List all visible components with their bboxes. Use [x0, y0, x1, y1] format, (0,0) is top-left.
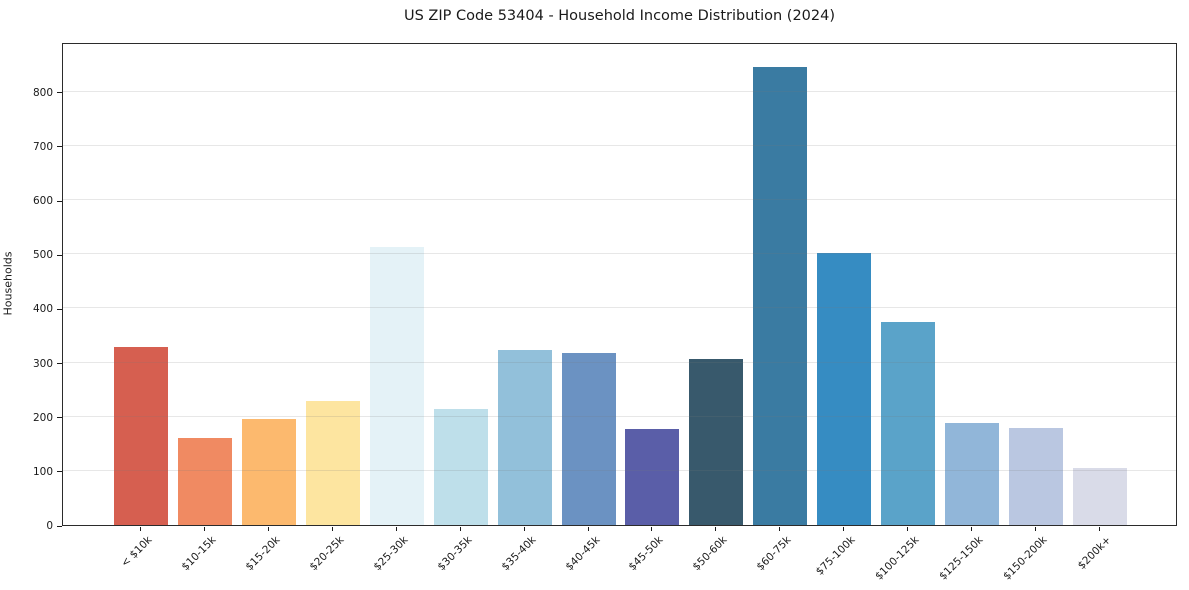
bar-$10-15k: [177, 437, 232, 525]
x-tick-mark-8: [651, 527, 653, 531]
x-tick-mark-4: [395, 527, 397, 531]
y-tick-mark-100: [57, 471, 62, 473]
y-tick-label-600: 600: [32, 195, 53, 208]
x-tick-mark-14: [1035, 527, 1037, 531]
x-tick-mark-6: [523, 527, 525, 531]
bar-$50-60k: [689, 359, 744, 525]
bar-$125-150k: [945, 423, 1000, 525]
x-tick-mark-2: [267, 527, 269, 531]
gridline-y-600: [63, 199, 1176, 201]
y-tick-mark-600: [57, 200, 62, 202]
bar-$45-50k: [625, 428, 680, 525]
y-tick-mark-400: [57, 308, 62, 310]
y-axis-label: Households: [1, 251, 15, 316]
x-tick-mark-3: [331, 527, 333, 531]
y-tick-label-700: 700: [32, 140, 53, 153]
x-tick-label-0: < $10k: [118, 534, 155, 570]
y-tick-label-500: 500: [32, 249, 53, 262]
x-tick-mark-11: [843, 527, 845, 531]
gridline-y-500: [63, 253, 1176, 255]
y-tick-mark-800: [57, 92, 62, 94]
bar-$30-35k: [433, 409, 488, 525]
x-tick-mark-10: [779, 527, 781, 531]
y-tick-label-200: 200: [32, 411, 53, 424]
y-tick-label-400: 400: [32, 303, 53, 316]
y-tick-label-100: 100: [32, 465, 53, 478]
bar-$20-25k: [305, 401, 360, 525]
gridline-y-300: [63, 361, 1176, 363]
x-tick-mark-15: [1099, 527, 1101, 531]
y-tick-mark-700: [57, 146, 62, 148]
bar-$15-20k: [241, 418, 296, 525]
y-tick-label-0: 0: [46, 520, 53, 532]
gridline-y-100: [63, 469, 1176, 471]
bar-< $10k: [113, 347, 168, 525]
bar-$60-75k: [753, 66, 808, 525]
chart-title: US ZIP Code 53404 - Household Income Dis…: [403, 8, 836, 24]
x-tick-mark-5: [459, 527, 461, 531]
bar-$25-30k: [369, 247, 424, 525]
y-tick-mark-300: [57, 363, 62, 365]
x-tick-mark-13: [971, 527, 973, 531]
bar-$75-100k: [817, 253, 872, 525]
y-tick-mark-500: [57, 254, 62, 256]
gridline-y-200: [63, 415, 1176, 417]
x-tick-mark-0: [139, 527, 141, 531]
bar-$40-45k: [561, 353, 616, 525]
y-tick-label-300: 300: [32, 357, 53, 370]
x-tick-mark-1: [203, 527, 205, 531]
gridline-y-800: [63, 90, 1176, 92]
gridline-y-700: [63, 144, 1176, 146]
gridline-y-400: [63, 307, 1176, 309]
y-tick-mark-200: [57, 417, 62, 419]
bar-$100-125k: [881, 321, 936, 525]
x-tick-mark-9: [715, 527, 717, 531]
plot-area: [62, 43, 1177, 526]
y-tick-mark-0: [57, 525, 62, 527]
bar-$150-200k: [1009, 428, 1064, 525]
x-tick-mark-7: [587, 527, 589, 531]
y-tick-label-800: 800: [32, 86, 53, 99]
x-tick-mark-12: [907, 527, 909, 531]
bar-$35-40k: [497, 349, 552, 525]
bar-$200k+: [1073, 468, 1128, 525]
